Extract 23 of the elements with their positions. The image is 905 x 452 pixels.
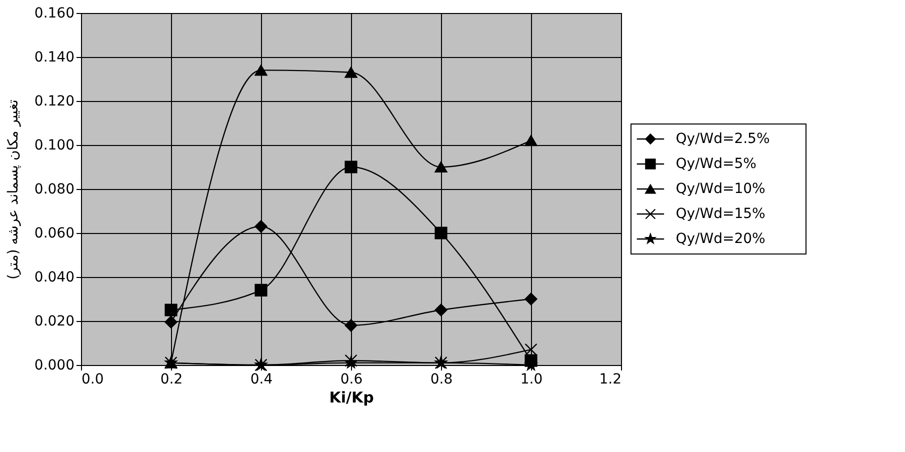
- y-tick-label: 0.080: [34, 182, 74, 198]
- y-tick-label: 0.040: [34, 270, 74, 286]
- legend-label: Qy/Wd=5%: [676, 156, 756, 172]
- y-tick-label: 0.100: [34, 138, 74, 154]
- legend-label: Qy/Wd=2.5%: [676, 131, 770, 147]
- y-tick-label: 0.020: [34, 314, 74, 330]
- y-axis-title: تغییر مکان پسماند عرشه (متر): [5, 99, 22, 280]
- y-tick-label: 0.160: [34, 6, 74, 22]
- x-tick-label: 0.2: [160, 372, 183, 388]
- x-tick-label: 1.0: [520, 372, 543, 388]
- x-axis-title: Ki/Kp: [329, 388, 374, 406]
- x-tick-label: 0.6: [340, 372, 363, 388]
- legend-label: Qy/Wd=10%: [676, 181, 766, 197]
- legend-label: Qy/Wd=20%: [676, 231, 766, 247]
- y-tick-label: 0.000: [34, 358, 74, 374]
- x-tick-label: 0.8: [430, 372, 453, 388]
- y-tick-label: 0.140: [34, 50, 74, 66]
- x-tick-label: 0.0: [82, 372, 104, 388]
- y-tick-label: 0.120: [34, 94, 74, 110]
- y-tick-label: 0.060: [34, 226, 74, 242]
- x-tick-label: 1.2: [599, 372, 622, 388]
- x-tick-label: 0.4: [250, 372, 273, 388]
- legend-label: Qy/Wd=15%: [676, 206, 766, 222]
